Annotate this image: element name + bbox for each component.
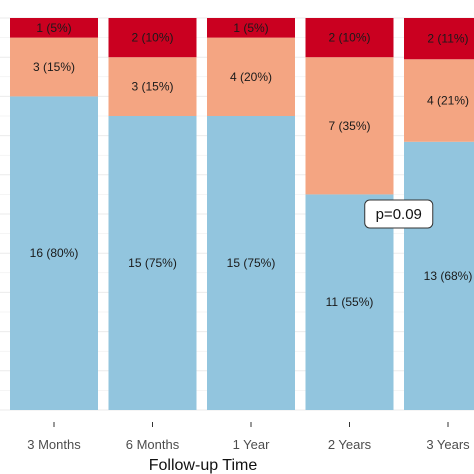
x-tick-label: 3 Years bbox=[426, 437, 470, 452]
data-label: 7 (35%) bbox=[328, 119, 370, 133]
x-axis: 3 Months 6 Months 1 Year 2 Years 3 Years bbox=[27, 422, 470, 452]
data-label: 16 (80%) bbox=[30, 246, 79, 260]
x-tick-label: 6 Months bbox=[126, 437, 180, 452]
data-label: 15 (75%) bbox=[227, 256, 276, 270]
data-label: 3 (15%) bbox=[131, 80, 173, 94]
x-tick-label: 1 Year bbox=[233, 437, 271, 452]
bar-group: 15 (75%) 3 (15%) 2 (10%) bbox=[108, 18, 197, 410]
data-label: 2 (10%) bbox=[328, 31, 370, 45]
data-label: 2 (11%) bbox=[427, 32, 468, 46]
bar-segment bbox=[108, 57, 197, 116]
x-axis-title: Follow-up Time bbox=[149, 457, 258, 474]
bar-segment bbox=[207, 116, 295, 410]
data-label: 1 (5%) bbox=[233, 21, 268, 35]
data-label: 13 (68%) bbox=[424, 269, 473, 283]
bar-segment bbox=[305, 194, 394, 410]
data-label: 2 (10%) bbox=[131, 31, 173, 45]
data-label: 4 (21%) bbox=[427, 94, 469, 108]
data-label: 1 (5%) bbox=[36, 21, 71, 35]
bar-segment bbox=[10, 96, 98, 411]
bar-segment bbox=[305, 57, 394, 195]
data-label: 15 (75%) bbox=[128, 256, 177, 270]
bar-groups: 16 (80%) 3 (15%) 1 (5%) 15 (75%) 3 (15%) 2 (1… bbox=[10, 18, 474, 411]
bar-segment bbox=[207, 18, 295, 38]
bar-segment bbox=[108, 116, 197, 410]
x-tick-label: 3 Months bbox=[27, 437, 81, 452]
bar-segment bbox=[404, 59, 474, 142]
bar-segment bbox=[10, 37, 98, 97]
bar-segment bbox=[108, 18, 197, 58]
annotation-text: p=0.09 bbox=[376, 206, 422, 223]
bar-segment bbox=[305, 18, 394, 58]
bar-segment bbox=[10, 18, 98, 38]
bar-group: 11 (55%) 7 (35%) 2 (10%) bbox=[305, 18, 394, 410]
data-label: 4 (20%) bbox=[230, 70, 272, 84]
data-label: 3 (15%) bbox=[33, 60, 75, 74]
p-value-annotation: p=0.09 bbox=[364, 199, 434, 229]
bar-segment bbox=[404, 141, 474, 410]
bar-group: 13 (68%) 4 (21%) 2 (11%) bbox=[404, 18, 474, 410]
bar-group: 16 (80%) 3 (15%) 1 (5%) bbox=[10, 18, 98, 411]
data-label: 11 (55%) bbox=[326, 295, 374, 309]
bar-segment bbox=[404, 18, 474, 60]
annotation-box bbox=[364, 199, 434, 229]
bar-segment bbox=[207, 37, 295, 116]
annotations: p=0.09 bbox=[364, 199, 434, 229]
bar-group: 15 (75%) 4 (20%) 1 (5%) bbox=[207, 18, 295, 410]
x-tick-label: 2 Years bbox=[328, 437, 372, 452]
